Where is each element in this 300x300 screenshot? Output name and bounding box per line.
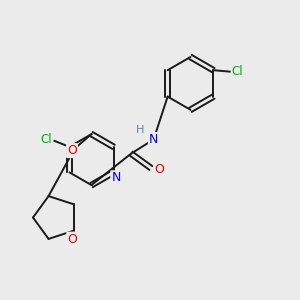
Text: O: O [67, 144, 77, 157]
Text: O: O [154, 163, 164, 176]
Text: N: N [111, 171, 121, 184]
Text: N: N [149, 133, 158, 146]
Text: Cl: Cl [40, 134, 52, 146]
Text: Cl: Cl [232, 65, 243, 78]
Text: H: H [136, 125, 144, 136]
Text: O: O [67, 232, 77, 246]
